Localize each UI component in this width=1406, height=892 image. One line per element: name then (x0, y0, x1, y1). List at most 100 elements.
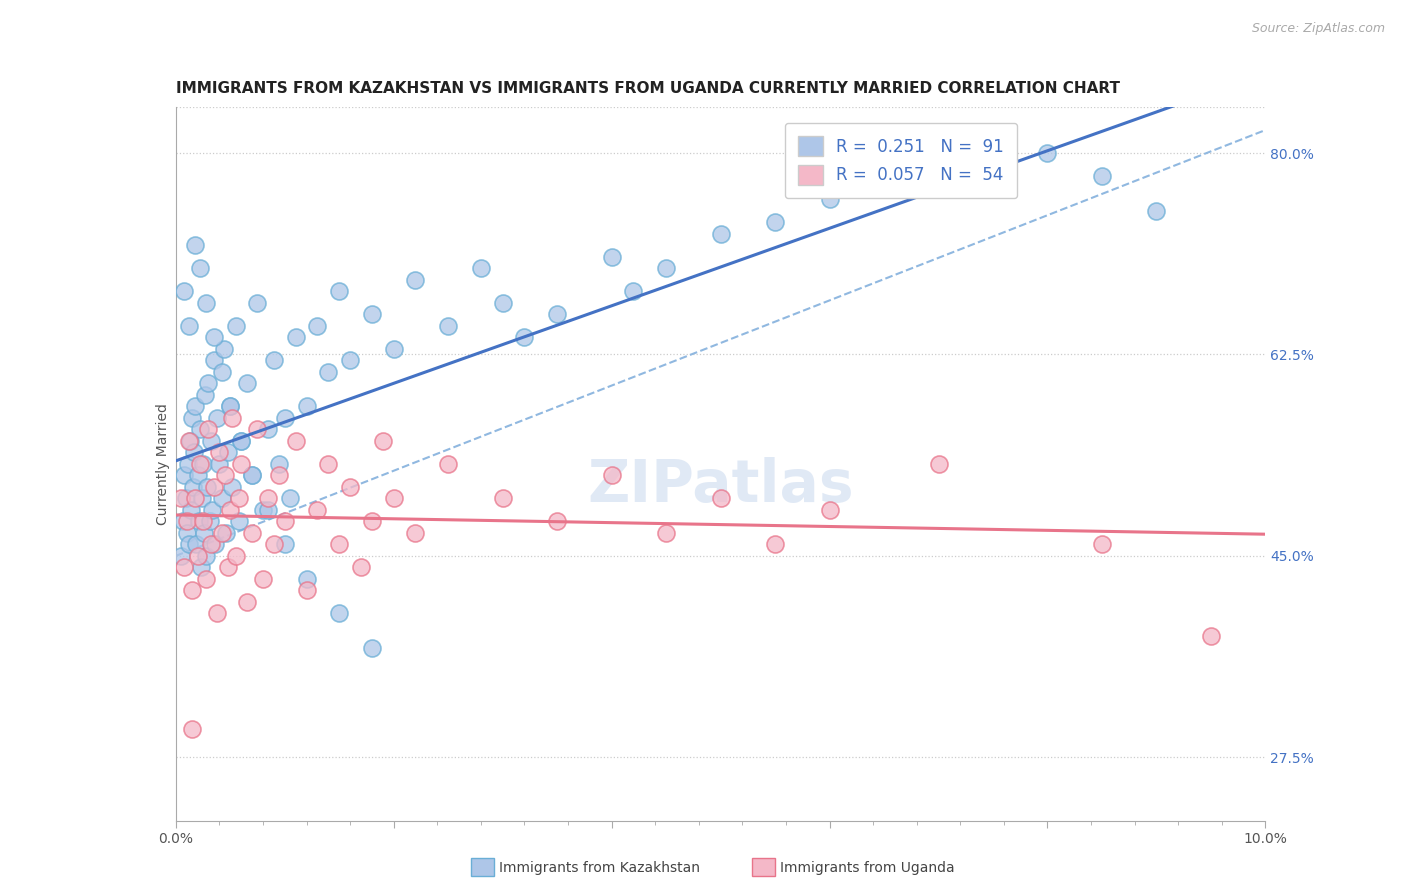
Text: Source: ZipAtlas.com: Source: ZipAtlas.com (1251, 22, 1385, 36)
Point (492, 295, 515, 310)
Point (173, 560, 195, 574)
Point (200, 434, 222, 448)
Point (350, 560, 373, 574)
Point (284, 434, 307, 448)
Point (195, 549, 218, 563)
Point (204, 537, 226, 551)
Text: IMMIGRANTS FROM KAZAKHSTAN VS IMMIGRANTS FROM UGANDA CURRENTLY MARRIED CORRELATI: IMMIGRANTS FROM KAZAKHSTAN VS IMMIGRANTS… (176, 81, 1119, 96)
Point (981, 158, 1004, 172)
Point (361, 640, 384, 655)
Point (339, 353, 361, 368)
Point (228, 515, 250, 529)
Point (186, 537, 208, 551)
Point (202, 330, 225, 344)
Point (201, 503, 224, 517)
Point (246, 422, 269, 436)
Point (328, 537, 350, 551)
Point (186, 468, 209, 483)
Point (217, 560, 239, 574)
Point (240, 525, 263, 540)
Point (176, 525, 198, 540)
Point (307, 318, 329, 333)
Point (600, 468, 623, 483)
Point (1036, 146, 1059, 161)
Point (263, 353, 285, 368)
Point (269, 457, 291, 471)
Point (173, 284, 195, 298)
Point (217, 445, 239, 459)
Point (274, 515, 297, 529)
Point (194, 388, 217, 402)
Point (188, 422, 211, 436)
Point (214, 468, 236, 483)
Point (763, 215, 786, 229)
Point (173, 468, 195, 483)
Point (763, 537, 786, 551)
Point (382, 342, 405, 356)
Point (274, 537, 297, 551)
Point (361, 515, 384, 529)
Point (202, 480, 225, 494)
Point (1091, 537, 1114, 551)
Point (187, 515, 209, 529)
Point (621, 284, 644, 298)
Point (269, 468, 291, 483)
Point (205, 410, 228, 425)
Point (295, 572, 318, 586)
Point (174, 491, 197, 506)
Point (219, 503, 242, 517)
Point (177, 318, 200, 333)
Point (513, 330, 536, 344)
Point (181, 583, 204, 598)
Point (1091, 169, 1114, 183)
Point (186, 549, 209, 563)
Point (177, 457, 200, 471)
Point (240, 468, 263, 483)
Text: Immigrants from Kazakhstan: Immigrants from Kazakhstan (499, 861, 700, 875)
Point (197, 376, 219, 391)
Legend: R =  0.251   N =  91, R =  0.057   N =  54: R = 0.251 N = 91, R = 0.057 N = 54 (785, 122, 1018, 198)
Point (195, 295, 218, 310)
Point (235, 376, 257, 391)
Point (1199, 630, 1222, 644)
Point (195, 480, 218, 494)
Point (198, 515, 221, 529)
Point (205, 607, 228, 621)
Point (328, 607, 350, 621)
Point (184, 238, 207, 252)
Point (191, 457, 214, 471)
Point (181, 480, 204, 494)
Point (176, 515, 198, 529)
Point (231, 434, 253, 448)
Point (928, 457, 950, 471)
Point (252, 572, 274, 586)
Point (600, 250, 623, 264)
Point (371, 434, 394, 448)
Point (193, 525, 215, 540)
Point (184, 491, 207, 506)
Point (470, 261, 492, 276)
Point (197, 422, 219, 436)
Point (190, 560, 212, 574)
Point (1146, 203, 1168, 218)
Point (208, 445, 231, 459)
Point (318, 365, 340, 379)
Point (328, 284, 350, 298)
Point (710, 491, 733, 506)
Point (181, 722, 204, 736)
Point (257, 491, 280, 506)
Point (818, 192, 841, 206)
Point (231, 434, 253, 448)
Point (179, 434, 201, 448)
Point (170, 549, 193, 563)
Point (246, 295, 269, 310)
Point (228, 491, 250, 506)
Text: ZIPatlas: ZIPatlas (588, 457, 853, 514)
Point (252, 503, 274, 517)
Point (710, 227, 733, 241)
Point (492, 491, 515, 506)
Point (437, 457, 460, 471)
Point (263, 537, 285, 551)
Point (655, 525, 678, 540)
Point (177, 434, 200, 448)
